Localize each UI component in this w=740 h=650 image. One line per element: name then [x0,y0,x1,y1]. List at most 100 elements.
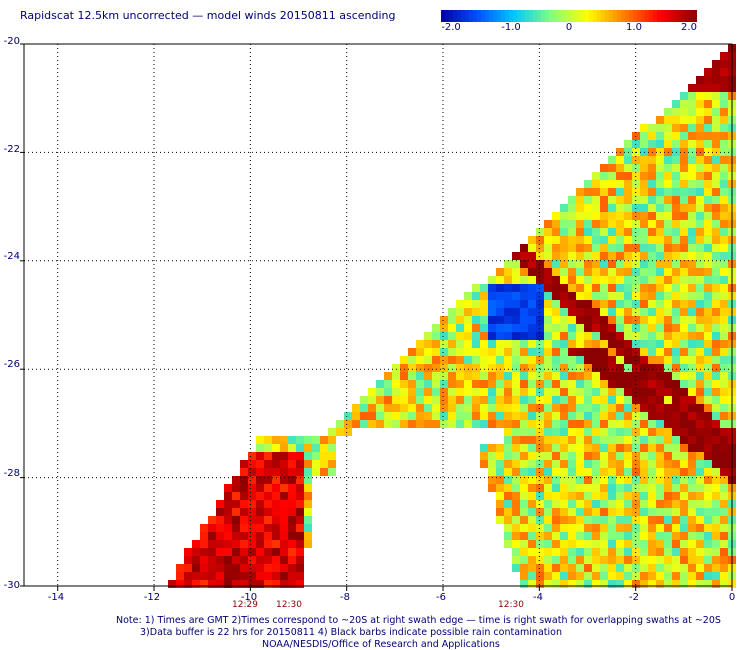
swath-cell [536,276,544,284]
swath-cell [512,260,520,268]
swath-cell [216,508,224,516]
swath-cell [512,356,520,364]
colorbar-swatch [521,10,526,22]
swath-cell [552,220,560,228]
swath-cell [624,460,632,468]
swath-cell [512,268,520,276]
swath-cell [704,212,712,220]
swath-cell [512,428,520,436]
swath-cell [640,364,648,372]
swath-cell [512,252,520,260]
swath-cell [256,452,264,460]
swath-cell [616,236,624,244]
swath-cell [528,268,536,276]
swath-cell [720,484,728,492]
swath-cell [552,444,560,452]
swath-cell [384,396,392,404]
swath-cell [640,492,648,500]
time-label: 12:29 [232,600,258,610]
swath-cell [448,356,456,364]
swath-cell [576,276,584,284]
swath-cell [648,388,656,396]
swath-cell [584,276,592,284]
swath-cell [560,260,568,268]
swath-cell [672,268,680,276]
swath-cell [672,252,680,260]
swath-cell [560,484,568,492]
swath-cell [480,396,488,404]
swath-cell [680,196,688,204]
swath-cell [488,404,496,412]
swath-cell [608,220,616,228]
swath-cell [544,228,552,236]
swath-cell [688,396,696,404]
swath-cell [672,484,680,492]
swath-cell [512,396,520,404]
swath-cell [216,548,224,556]
swath-cell [528,404,536,412]
swath-cell [696,188,704,196]
swath-cell [720,212,728,220]
swath-cell [712,388,720,396]
swath-cell [280,436,288,444]
swath-cell [552,524,560,532]
swath-cell [240,468,248,476]
swath-cell [520,276,528,284]
swath-cell [432,396,440,404]
swath-cell [600,396,608,404]
swath-cell [672,164,680,172]
swath-cell [608,196,616,204]
swath-cell [568,508,576,516]
swath-cell [592,532,600,540]
swath-cell [712,84,720,92]
swath-cell [416,388,424,396]
swath-cell [688,452,696,460]
swath-cell [448,324,456,332]
swath-cell [704,180,712,188]
swath-cell [688,556,696,564]
swath-cell [456,396,464,404]
swath-cell [464,404,472,412]
swath-cell [496,412,504,420]
swath-cell [576,364,584,372]
swath-cell [568,500,576,508]
swath-cell [608,180,616,188]
swath-cell [696,428,704,436]
swath-cell [664,428,672,436]
swath-cell [720,52,728,60]
swath-cell [616,476,624,484]
swath-cell [280,572,288,580]
swath-cell [208,532,216,540]
swath-cell [288,532,296,540]
swath-cell [696,364,704,372]
swath-cell [432,364,440,372]
swath-cell [664,580,672,588]
swath-cell [568,428,576,436]
swath-cell [200,524,208,532]
swath-cell [656,348,664,356]
swath-cell [536,404,544,412]
swath-cell [216,564,224,572]
swath-cell [592,540,600,548]
swath-cell [280,524,288,532]
swath-cell [304,540,312,548]
lat-label: -26 [3,359,20,370]
swath-cell [480,404,488,412]
swath-cell [464,420,472,428]
swath-cell [200,572,208,580]
swath-cell [280,492,288,500]
swath-cell [704,332,712,340]
colorbar-swatch [525,10,530,22]
swath-cell [544,412,552,420]
swath-cell [584,252,592,260]
swath-cell [712,548,720,556]
swath-cell [704,380,712,388]
swath-cell [288,524,296,532]
swath-cell [672,460,680,468]
swath-cell [680,316,688,324]
swath-cell [272,548,280,556]
swath-cell [648,292,656,300]
swath-cell [496,268,504,276]
swath-cell [576,252,584,260]
swath-cell [432,412,440,420]
